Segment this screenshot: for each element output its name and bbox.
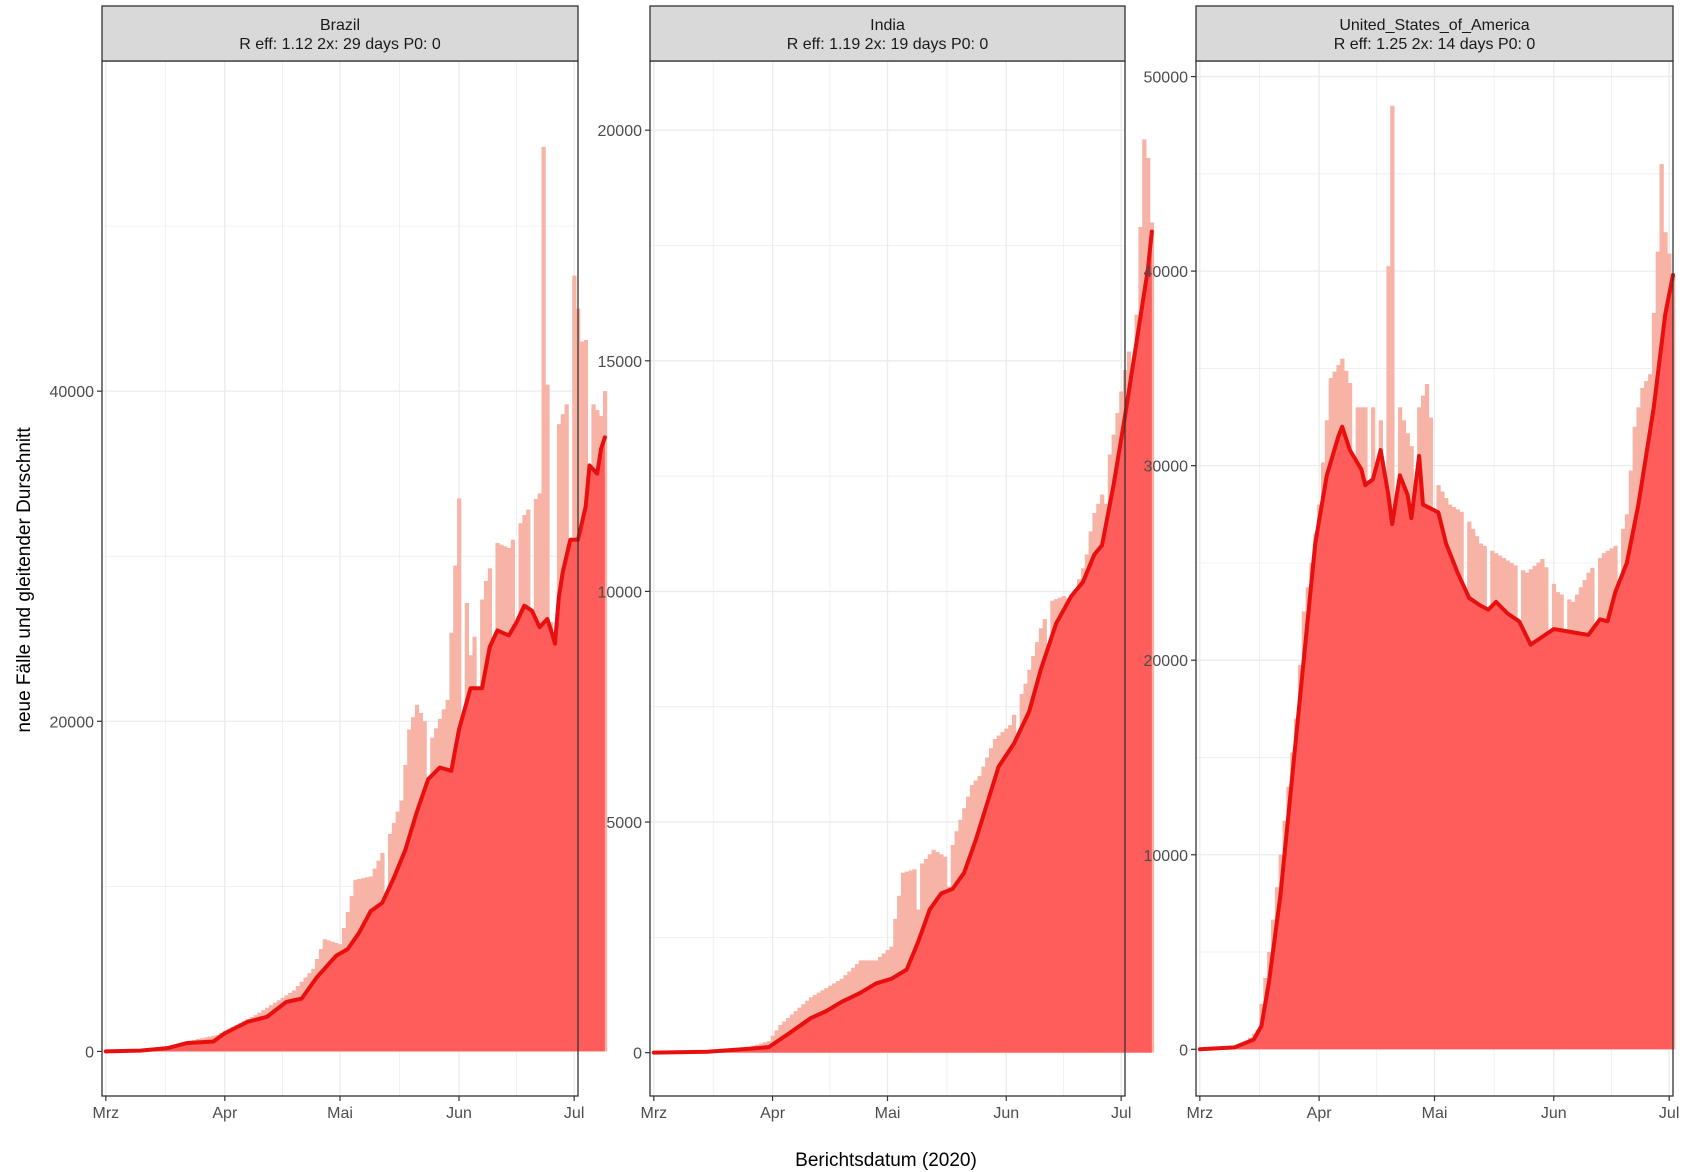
y-tick-label: 20000	[598, 123, 643, 140]
x-tick-label: Jun	[993, 1105, 1019, 1122]
y-tick-label: 20000	[50, 714, 95, 731]
strip-stats: R eff: 1.25 2x: 14 days P0: 0	[1334, 36, 1536, 53]
strip-stats: R eff: 1.19 2x: 19 days P0: 0	[787, 36, 989, 53]
daily-bar	[1149, 222, 1155, 1053]
daily-bar	[904, 871, 909, 1053]
x-tick-label: Apr	[1307, 1105, 1333, 1122]
y-axis: 0 5000 10000 15000 20000	[598, 123, 650, 1063]
moving-average-line	[1197, 273, 1675, 1052]
x-axis: Mrz Apr Mai Jun Jul	[93, 1096, 584, 1122]
daily-bar	[541, 146, 546, 1052]
x-axis: Mrz Apr Mai Jun Jul	[1187, 1096, 1679, 1122]
y-tick-label: 10000	[1144, 848, 1189, 865]
moving-average-line	[103, 435, 607, 1054]
x-axis: Mrz Apr Mai Jun Jul	[641, 1096, 1131, 1122]
x-tick-label: Mai	[1422, 1105, 1448, 1122]
y-tick-label: 0	[1179, 1042, 1188, 1059]
panels-group: Brazil R eff: 1.12 2x: 29 days P0: 0 0 2000…	[50, 5, 1679, 1122]
moving-average-line	[651, 229, 1154, 1055]
daily-bar	[900, 872, 906, 1053]
y-tick-label: 40000	[50, 384, 95, 401]
y-tick-label: 15000	[598, 354, 643, 371]
x-tick-label: Mrz	[1187, 1105, 1214, 1122]
moving-average-area	[653, 231, 1152, 1053]
x-tick-label: Jul	[1111, 1105, 1131, 1122]
strip-title: India	[870, 17, 905, 34]
x-tick-label: Jul	[1659, 1105, 1679, 1122]
strip-title: Brazil	[320, 17, 360, 34]
x-tick-label: Jun	[446, 1105, 472, 1122]
x-tick-label: Apr	[760, 1105, 786, 1122]
y-axis-title: neue Fälle und gleitender Durschnitt	[14, 427, 35, 733]
x-tick-label: Mai	[875, 1105, 901, 1122]
strip-stats: R eff: 1.12 2x: 29 days P0: 0	[239, 36, 441, 53]
y-tick-label: 40000	[1144, 264, 1189, 281]
y-axis: 0 10000 20000 30000 40000 50000	[1144, 70, 1196, 1059]
strip-title: United_States_of_America	[1339, 17, 1529, 34]
x-tick-label: Apr	[212, 1105, 238, 1122]
strip-background	[1195, 5, 1674, 62]
y-tick-label: 10000	[598, 584, 643, 601]
strip-background	[649, 5, 1126, 62]
panel-india: India R eff: 1.19 2x: 19 days P0: 0 0 5000 1…	[598, 5, 1155, 1122]
y-tick-label: 5000	[606, 815, 642, 832]
y-tick-label: 0	[85, 1044, 94, 1061]
x-axis-title: Berichtsdatum (2020)	[795, 1150, 977, 1171]
x-tick-label: Mrz	[641, 1105, 668, 1122]
moving-average-area	[1199, 275, 1673, 1050]
y-tick-label: 0	[633, 1046, 642, 1063]
x-tick-label: Mai	[327, 1105, 353, 1122]
strip-background	[101, 5, 579, 62]
y-axis: 0 20000 40000	[50, 384, 102, 1061]
panel-united-states-of-america: United_States_of_America R eff: 1.25 2x: …	[1144, 5, 1679, 1122]
y-tick-label: 50000	[1144, 70, 1189, 87]
x-tick-label: Mrz	[93, 1105, 120, 1122]
y-tick-label: 20000	[1144, 653, 1189, 670]
panel-brazil: Brazil R eff: 1.12 2x: 29 days P0: 0 0 2000…	[50, 5, 608, 1122]
x-tick-label: Jun	[1541, 1105, 1567, 1122]
daily-bar	[602, 391, 608, 1052]
moving-average-area	[105, 437, 605, 1052]
y-tick-label: 30000	[1144, 459, 1189, 476]
x-tick-label: Jul	[564, 1105, 584, 1122]
